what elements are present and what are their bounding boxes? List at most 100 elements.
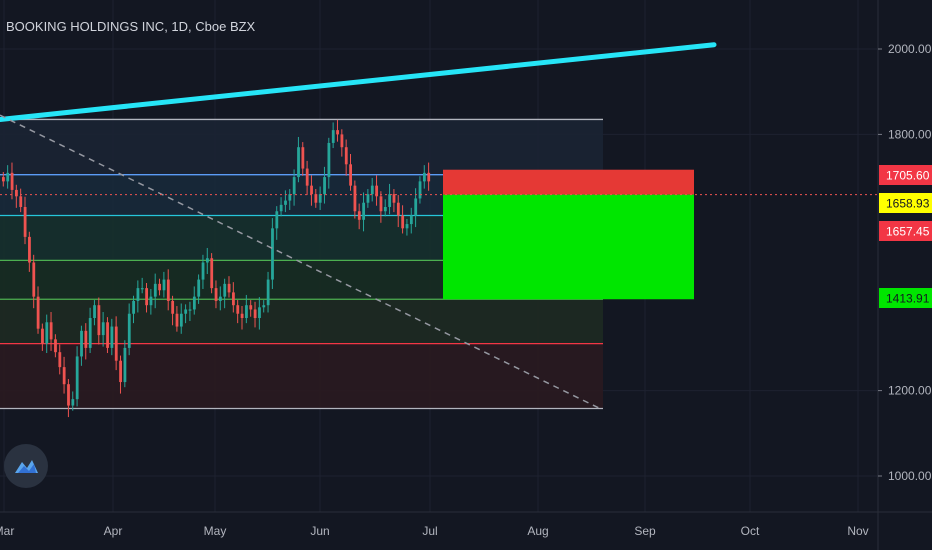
candle-body[interactable] [119, 360, 122, 383]
candle-body[interactable] [80, 330, 83, 357]
candle-body[interactable] [236, 305, 240, 314]
candle-body[interactable] [314, 194, 318, 203]
candle-body[interactable] [171, 300, 175, 314]
candle-body[interactable] [205, 258, 209, 263]
candle-body[interactable] [184, 309, 188, 314]
candle-body[interactable] [188, 309, 192, 311]
candle-body[interactable] [75, 356, 79, 400]
candle-body[interactable] [240, 313, 244, 319]
candle-body[interactable] [219, 296, 222, 301]
candle-body[interactable] [162, 279, 166, 291]
candle-body[interactable] [71, 399, 75, 406]
candle-body[interactable] [10, 172, 14, 190]
candle-body[interactable] [292, 177, 296, 195]
candle-body[interactable] [379, 196, 383, 212]
candle-body[interactable] [383, 206, 387, 212]
candle-body[interactable] [28, 236, 31, 263]
candle-body[interactable] [58, 352, 62, 368]
tradingview-logo[interactable] [4, 444, 48, 488]
candle-body[interactable] [36, 296, 40, 329]
candle-body[interactable] [301, 147, 305, 169]
candle-body[interactable] [67, 384, 70, 406]
candle-body[interactable] [123, 347, 127, 383]
candle-body[interactable] [153, 283, 157, 297]
candle-body[interactable] [305, 168, 309, 186]
price-axis[interactable] [878, 0, 932, 550]
candle-body[interactable] [284, 200, 287, 205]
candle-body[interactable] [97, 305, 101, 336]
candle-body[interactable] [253, 309, 257, 319]
candle-body[interactable] [179, 313, 183, 327]
candle-body[interactable] [93, 305, 96, 319]
candle-body[interactable] [101, 322, 105, 336]
candle-body[interactable] [214, 288, 218, 301]
candle-body[interactable] [353, 185, 357, 212]
stop-zone[interactable] [443, 169, 694, 195]
candle-body[interactable] [158, 283, 162, 291]
candle-body[interactable] [357, 211, 361, 220]
candle-body[interactable] [331, 130, 335, 143]
trendline-dashed[interactable] [0, 114, 601, 410]
candle-body[interactable] [266, 279, 270, 306]
candle-body[interactable] [401, 215, 405, 229]
candle-body[interactable] [409, 215, 413, 225]
candle-body[interactable] [54, 339, 57, 353]
candle-body[interactable] [340, 134, 344, 148]
candle-body[interactable] [175, 313, 179, 327]
candle-body[interactable] [279, 204, 283, 212]
candle-body[interactable] [275, 211, 279, 229]
candle-body[interactable] [245, 305, 248, 319]
candle-body[interactable] [288, 194, 292, 201]
candle-body[interactable] [362, 202, 366, 220]
candle-body[interactable] [49, 322, 53, 340]
candle-body[interactable] [414, 198, 418, 216]
candle-body[interactable] [310, 185, 313, 195]
candle-body[interactable] [418, 181, 422, 199]
candle-body[interactable] [366, 194, 370, 203]
candle-body[interactable] [140, 288, 144, 290]
candle-body[interactable] [349, 164, 352, 186]
candle-body[interactable] [271, 228, 274, 280]
candle-body[interactable] [249, 305, 253, 310]
candle-body[interactable] [114, 326, 118, 361]
trendline-upper[interactable] [0, 42, 717, 122]
candle-body[interactable] [19, 196, 23, 207]
candle-body[interactable] [127, 313, 131, 348]
candle-body[interactable] [262, 305, 266, 308]
candle-body[interactable] [344, 147, 348, 165]
candle-body[interactable] [323, 177, 326, 195]
candle-body[interactable] [62, 367, 66, 385]
target-zone[interactable] [443, 194, 694, 300]
candle-body[interactable] [392, 194, 396, 203]
candle-body[interactable] [2, 177, 5, 182]
candle-body[interactable] [318, 194, 322, 203]
candle-body[interactable] [149, 296, 153, 306]
candle-body[interactable] [197, 279, 201, 297]
candle-body[interactable] [132, 300, 135, 314]
candle-body[interactable] [405, 224, 409, 229]
candle-body[interactable] [336, 130, 339, 135]
candle-body[interactable] [110, 326, 114, 348]
candle-body[interactable] [166, 279, 170, 301]
candle-body[interactable] [23, 206, 27, 237]
candle-body[interactable] [136, 288, 140, 301]
candle-body[interactable] [201, 262, 205, 280]
candle-body[interactable] [227, 283, 231, 293]
candle-body[interactable] [88, 318, 92, 348]
candle-body[interactable] [258, 307, 261, 319]
candle-body[interactable] [370, 185, 374, 195]
candle-body[interactable] [327, 142, 331, 178]
candle-body[interactable] [84, 330, 88, 348]
candle-body[interactable] [388, 194, 392, 207]
candle-body[interactable] [210, 258, 214, 289]
candle-body[interactable] [41, 328, 44, 344]
candle-body[interactable] [145, 288, 149, 306]
candle-body[interactable] [375, 185, 379, 197]
candle-body[interactable] [427, 172, 431, 182]
candle-body[interactable] [223, 283, 227, 297]
candle-body[interactable] [106, 322, 109, 348]
candle-body[interactable] [32, 262, 36, 297]
candle-body[interactable] [422, 172, 426, 182]
candle-body[interactable] [192, 296, 196, 310]
